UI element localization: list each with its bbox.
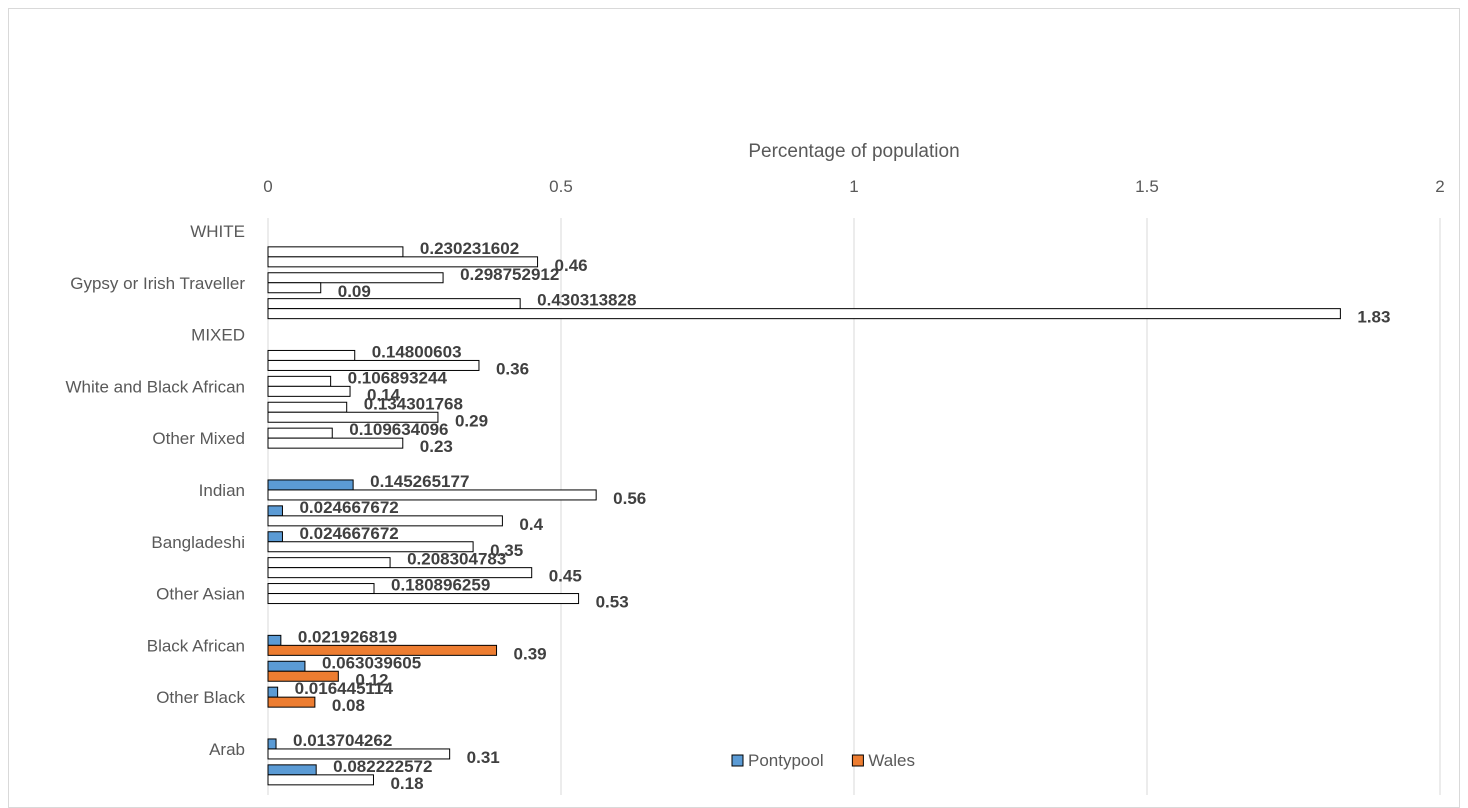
legend-label-pontypool: Pontypool — [748, 751, 824, 770]
bar-pontypool — [267, 375, 332, 387]
data-labels: 0.230231602 0.460.298752912 0.09 0.43031382… — [293, 239, 1390, 793]
data-label: 0.063039605 — [322, 653, 421, 672]
data-label: 0.46 — [555, 256, 588, 275]
data-label: 0.106893244 — [348, 368, 448, 387]
bar-wales — [267, 567, 533, 579]
bar-pontypool — [267, 531, 283, 543]
bar-wales — [267, 774, 374, 786]
data-label: 0.298752912 — [460, 265, 559, 284]
data-label: 0.145265177 — [370, 472, 469, 491]
data-label: 0.09 — [338, 282, 371, 301]
bar-pontypool — [267, 401, 348, 413]
x-tick-label: 1.5 — [1135, 177, 1159, 196]
bar-wales — [267, 282, 322, 294]
bar-wales — [267, 644, 498, 656]
bar-wales — [267, 696, 316, 708]
data-label: 0.08 — [332, 696, 365, 715]
data-label: 0.109634096 — [349, 420, 448, 439]
category-label: Other Mixed — [152, 429, 245, 448]
bar-pontypool — [267, 660, 306, 672]
category-label: Other Asian — [156, 585, 245, 604]
bar-wales — [267, 670, 339, 682]
bar-pontypool — [267, 479, 354, 491]
data-label: 0.14800603 — [372, 342, 462, 361]
category-label: Indian — [199, 481, 245, 500]
bar-wales — [267, 748, 451, 760]
bar-pontypool — [267, 634, 282, 646]
x-tick-label: 2 — [1435, 177, 1444, 196]
x-tick-label: 0 — [263, 177, 272, 196]
bar-wales — [267, 489, 597, 501]
data-label: 0.53 — [596, 593, 629, 612]
bar-pontypool — [267, 557, 391, 569]
data-label: 0.36 — [496, 359, 529, 378]
bar-pontypool — [267, 298, 521, 310]
data-label: 0.134301768 — [364, 394, 463, 413]
data-label: 1.83 — [1357, 308, 1390, 327]
data-label: 0.45 — [549, 567, 582, 586]
data-label: 0.430313828 — [537, 291, 636, 310]
bar-wales — [267, 385, 351, 397]
data-label: 0.14 — [367, 385, 401, 404]
category-label: MIXED — [191, 326, 245, 345]
bar-wales — [267, 308, 1341, 320]
category-label: White and Black African — [65, 377, 245, 396]
data-label: 0.35 — [490, 541, 523, 560]
bar-wales — [267, 593, 580, 605]
x-tick-label: 1 — [849, 177, 858, 196]
legend-label-wales: Wales — [868, 751, 915, 770]
bar-pontypool — [267, 738, 277, 750]
bars — [267, 246, 1341, 786]
data-label: 0.29 — [455, 411, 488, 430]
data-label: 0.024667672 — [299, 524, 398, 543]
data-label: 0.024667672 — [299, 498, 398, 517]
bar-pontypool — [267, 246, 404, 258]
data-label: 0.39 — [514, 644, 547, 663]
category-label: Other Black — [156, 688, 245, 707]
bar-wales — [267, 437, 404, 449]
bar-wales — [267, 515, 503, 527]
bar-pontypool — [267, 427, 333, 439]
data-label: 0.013704262 — [293, 731, 392, 750]
data-label: 0.4 — [519, 515, 543, 534]
bar-pontypool — [267, 349, 356, 361]
bar-pontypool — [267, 686, 279, 698]
legend-swatch-wales — [851, 754, 864, 767]
category-label: Black African — [147, 636, 245, 655]
category-label: Gypsy or Irish Traveller — [70, 274, 245, 293]
bar-wales — [267, 541, 474, 553]
bar-pontypool — [267, 583, 375, 595]
data-label: 0.56 — [613, 489, 646, 508]
x-tick-label: 0.5 — [549, 177, 573, 196]
category-labels: WHITE Gypsy or Irish Traveller MIXED White … — [65, 222, 245, 759]
legend: Pontypool Wales — [731, 751, 915, 770]
data-label: 0.23 — [420, 437, 453, 456]
bar-pontypool — [267, 764, 317, 776]
data-label: 0.016445114 — [295, 679, 394, 698]
category-label: Arab — [209, 740, 245, 759]
bar-wales — [267, 411, 439, 423]
x-axis-title: Percentage of population — [748, 141, 959, 162]
data-label: 0.230231602 — [420, 239, 519, 258]
category-label: WHITE — [190, 222, 245, 241]
bar-pontypool — [267, 272, 444, 284]
data-label: 0.082222572 — [333, 757, 432, 776]
data-label: 0.208304783 — [407, 550, 506, 569]
data-label: 0.18 — [390, 774, 423, 793]
bar-wales — [267, 359, 480, 371]
x-axis-ticks: 0 0.5 1 1.5 2 — [263, 177, 1444, 196]
data-label: 0.180896259 — [391, 576, 490, 595]
data-label: 0.021926819 — [298, 627, 397, 646]
bar-wales — [267, 256, 539, 268]
data-label: 0.12 — [355, 670, 388, 689]
category-label: Bangladeshi — [151, 533, 245, 552]
data-label: 0.31 — [467, 748, 500, 767]
legend-swatch-pontypool — [731, 754, 744, 767]
bar-pontypool — [267, 505, 283, 517]
